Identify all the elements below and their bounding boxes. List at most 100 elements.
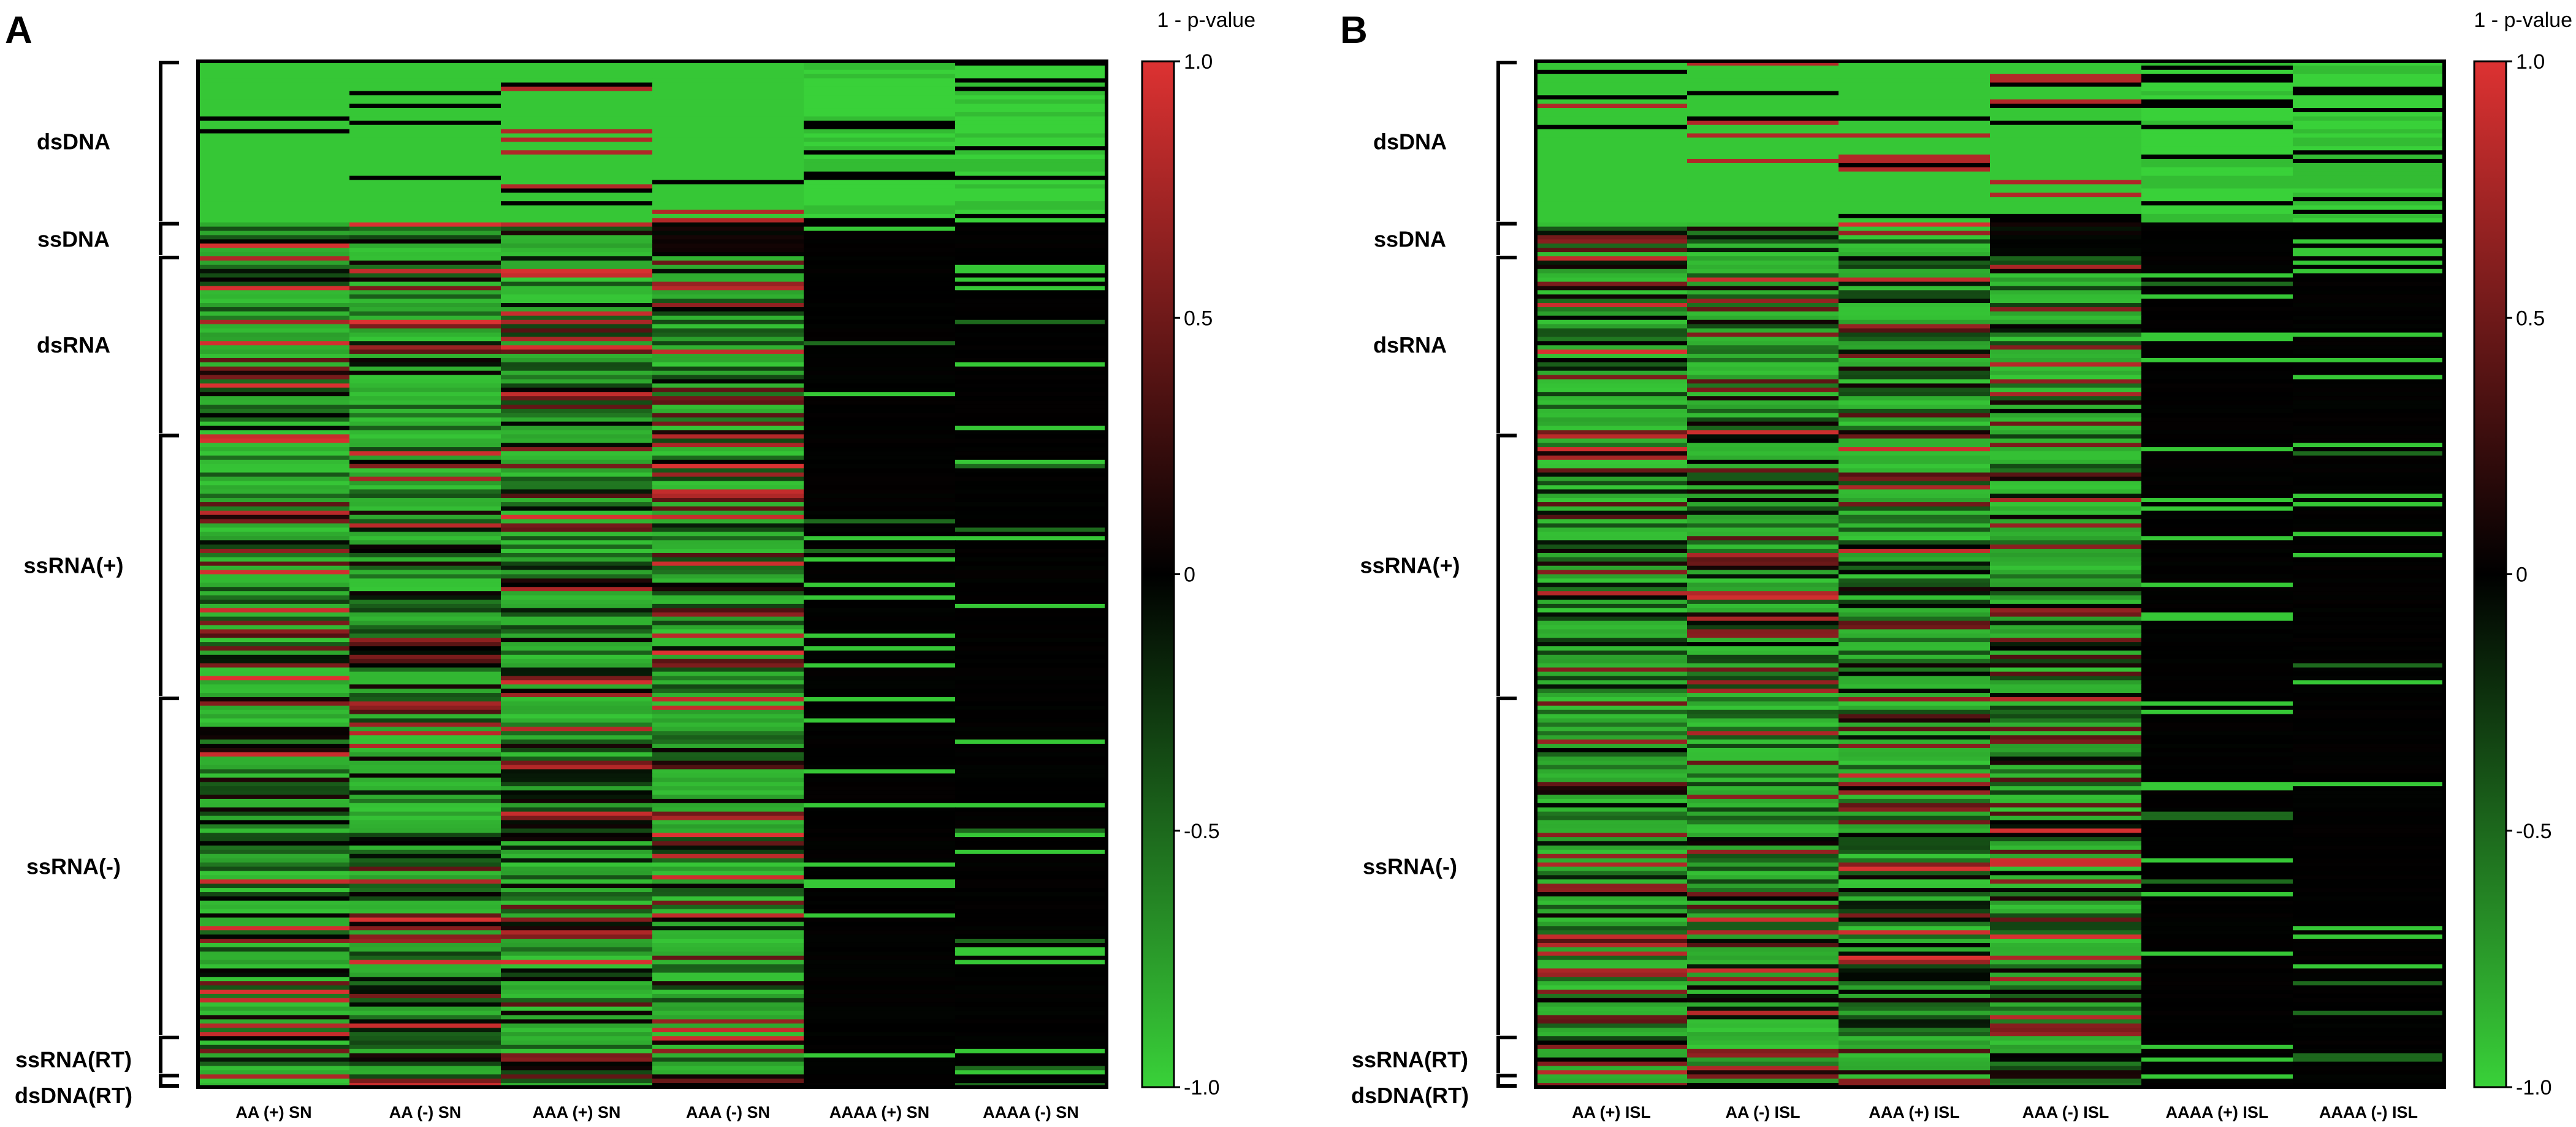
heatmap-cell (652, 747, 804, 753)
heatmap-cell (1990, 167, 2142, 172)
heatmap-cell (1687, 193, 1839, 197)
heatmap-cell (2141, 281, 2293, 286)
heatmap-cell (1687, 281, 1839, 286)
heatmap-cell (1990, 86, 2142, 91)
heatmap-cell (2293, 362, 2445, 367)
heatmap-cell (652, 998, 804, 1003)
heatmap-cell (804, 667, 956, 673)
heatmap-cell (349, 112, 501, 117)
heatmap-cell (349, 684, 501, 689)
heatmap-cell (501, 591, 653, 596)
heatmap-cell (2141, 485, 2293, 490)
heatmap-cell (2293, 468, 2445, 473)
heatmap-cell (1839, 744, 1991, 749)
heatmap-cell (1990, 459, 2142, 465)
heatmap-cell (2141, 811, 2293, 817)
heatmap-cell (652, 1036, 804, 1041)
heatmap-cell (955, 591, 1107, 596)
heatmap-cell (1687, 510, 1839, 516)
heatmap-cell (2293, 485, 2445, 490)
heatmap-cell (2293, 400, 2445, 405)
heatmap-cell (652, 197, 804, 202)
heatmap-cell (2141, 146, 2293, 151)
heatmap-cell (198, 667, 350, 673)
heatmap-cell (1990, 269, 2142, 274)
heatmap-cell (2293, 95, 2445, 100)
heatmap-cell (955, 790, 1107, 795)
heatmap-cell (955, 1070, 1107, 1075)
heatmap-cell (349, 896, 501, 901)
heatmap-cell (1687, 252, 1839, 257)
heatmap-cell (2293, 625, 2445, 630)
heatmap-cell (1990, 319, 2142, 325)
heatmap-cell (955, 727, 1107, 732)
heatmap-cell (804, 61, 956, 66)
heatmap-cell (1536, 616, 1688, 622)
heatmap-cell (2293, 162, 2445, 168)
heatmap-cell (349, 990, 501, 995)
heatmap-cell (2141, 383, 2293, 388)
heatmap-cell (804, 1079, 956, 1083)
heatmap-cell (804, 828, 956, 833)
heatmap-cell (349, 303, 501, 308)
colorbar-tick-label: -0.5 (2516, 820, 2552, 843)
heatmap-cell (1839, 319, 1991, 325)
heatmap-cell (1990, 464, 2142, 469)
heatmap-cell (2141, 866, 2293, 872)
heatmap-cell (955, 319, 1107, 325)
heatmap-cell (804, 299, 956, 304)
heatmap-cell (2141, 671, 2293, 677)
heatmap-cell (1687, 260, 1839, 266)
heatmap-cell (652, 663, 804, 668)
heatmap-cell (955, 612, 1107, 617)
heatmap-cell (2293, 1083, 2445, 1088)
heatmap-cell (804, 1010, 956, 1016)
heatmap-cell (349, 714, 501, 719)
heatmap-cell (349, 396, 501, 401)
heatmap-cell (501, 108, 653, 113)
heatmap-cell (1839, 621, 1991, 626)
heatmap-cell (652, 379, 804, 384)
heatmap-cell (501, 494, 653, 499)
heatmap-cell (501, 171, 653, 177)
heatmap-cell (2141, 612, 2293, 617)
heatmap-cell (2141, 608, 2293, 613)
heatmap-cell (955, 95, 1107, 100)
heatmap-cell (1687, 264, 1839, 270)
heatmap-cell (1839, 913, 1991, 919)
heatmap-cell (804, 621, 956, 626)
heatmap-cell (1990, 1028, 2142, 1033)
heatmap-cell (2141, 438, 2293, 443)
heatmap-cell (1536, 587, 1688, 592)
heatmap-cell (804, 213, 956, 219)
heatmap-cell (1536, 357, 1688, 363)
heatmap-cell (2293, 777, 2445, 782)
heatmap-cell (1536, 985, 1688, 990)
heatmap-cell (1536, 65, 1688, 71)
heatmap-cell (1990, 837, 2142, 842)
heatmap-cell (652, 112, 804, 117)
heatmap-cell (1687, 209, 1839, 215)
heatmap-cell (501, 434, 653, 439)
heatmap-cell (1536, 599, 1688, 605)
heatmap-cell (804, 345, 956, 350)
heatmap-cell (2293, 235, 2445, 240)
heatmap-cell (349, 756, 501, 762)
heatmap-cell (955, 667, 1107, 673)
heatmap-cell (1839, 608, 1991, 613)
heatmap-cell (804, 625, 956, 630)
heatmap-cell (652, 782, 804, 787)
heatmap-cell (804, 328, 956, 334)
heatmap-cell (501, 150, 653, 155)
heatmap-cell (2293, 544, 2445, 549)
heatmap-cell (1839, 370, 1991, 376)
heatmap-cell (804, 523, 956, 529)
heatmap-cell (501, 222, 653, 227)
heatmap-cell (198, 1053, 350, 1058)
heatmap-cell (2293, 243, 2445, 248)
heatmap-cell (1990, 773, 2142, 778)
heatmap-cell (1536, 574, 1688, 579)
heatmap-cell (501, 1044, 653, 1050)
heatmap-cell (1687, 633, 1839, 638)
heatmap-cell (501, 998, 653, 1003)
